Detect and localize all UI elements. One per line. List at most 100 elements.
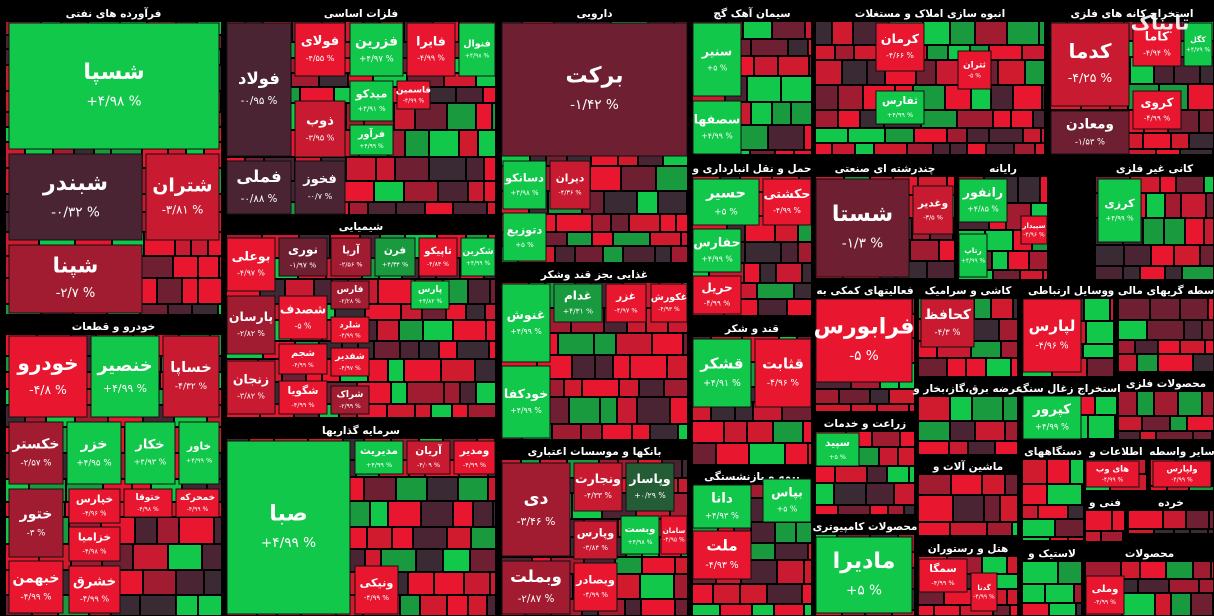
stock-change: -۰/۸۸ % (241, 194, 278, 205)
stock-name: مدیریت (360, 445, 398, 457)
filler-tile (1041, 177, 1047, 202)
filler-tile (375, 182, 403, 201)
stock-name: ثفارس (882, 95, 918, 107)
stock-tile (354, 440, 404, 475)
stock-tile (958, 178, 1008, 223)
filler-tile (1009, 252, 1028, 269)
stock-change: +۴/۹۹ % (261, 535, 316, 551)
filler-tile (593, 215, 610, 231)
filler-tile (174, 257, 197, 277)
filler-tile (985, 496, 999, 521)
filler-tile (833, 22, 852, 44)
sector-title: لاستیک و (1027, 548, 1076, 560)
filler-tile (631, 356, 666, 378)
filler-tile (786, 444, 807, 464)
filler-tile (913, 299, 914, 313)
filler-tile (1000, 320, 1017, 340)
filler-tile (797, 523, 811, 542)
sector-title: فنی و (1088, 497, 1121, 509)
filler-tile (1139, 580, 1168, 592)
filler-tile (595, 334, 615, 354)
sector-header (501, 443, 688, 459)
filler-tile (1111, 299, 1113, 320)
stock-name: ونیکی (360, 576, 394, 589)
filler-tile (405, 360, 440, 381)
stock-tile (692, 338, 752, 408)
filler-tile (1096, 397, 1116, 414)
sector-title: فلزات اساسی (324, 8, 398, 20)
filler-tile (559, 334, 593, 354)
filler-tile (1175, 530, 1189, 533)
filler-tile (1004, 397, 1017, 420)
filler-tile (1119, 432, 1139, 439)
stock-tile (501, 22, 688, 157)
filler-tile (1002, 342, 1017, 357)
filler-tile (951, 22, 974, 44)
filler-tile (676, 600, 687, 615)
stock-change: -۴/۹۹ % (583, 591, 608, 599)
filler-tile (428, 478, 457, 500)
filler-tile (1194, 355, 1213, 371)
filler-tile (776, 544, 807, 559)
filler-tile (169, 545, 201, 569)
stock-name: وغدیر (917, 198, 948, 210)
filler-tile (583, 380, 618, 396)
filler-tile (375, 342, 399, 358)
filler-tile (1125, 246, 1150, 265)
sector-header (815, 5, 1045, 21)
filler-tile (1008, 22, 1038, 44)
sector-header (815, 282, 915, 298)
stock-tile (549, 160, 591, 210)
filler-tile (661, 215, 675, 231)
filler-tile (972, 342, 1000, 357)
stock-name: کرزی (1104, 197, 1135, 210)
filler-tile (948, 129, 966, 142)
stock-name: کروی (1141, 95, 1174, 110)
filler-tile (442, 360, 474, 381)
sector-header (501, 5, 688, 21)
filler-tile (624, 247, 654, 262)
filler-tile (193, 305, 217, 314)
sector-title: زراعت و خدمات (824, 418, 906, 430)
filler-tile (397, 203, 424, 214)
filler-tile (682, 233, 687, 245)
filler-tile (776, 151, 793, 154)
filler-tile (219, 113, 221, 126)
stock-change: -۴/۹۹ % (1094, 599, 1116, 606)
filler-tile (1207, 194, 1213, 217)
stock-change: -۴/۳۶ % (558, 188, 581, 196)
sector-title: محصولات فلزی (1126, 378, 1206, 390)
filler-tile (835, 484, 865, 504)
stock-name: فایرا (416, 34, 446, 49)
stock-change: -۴/۶۶ % (886, 51, 914, 60)
filler-tile (816, 46, 834, 59)
filler-tile (788, 300, 811, 315)
stock-name: وپاسار (628, 471, 670, 486)
filler-tile (440, 342, 456, 358)
stock-change: -۴/۹۹ % (704, 298, 731, 307)
stock-change: +۴/۹۹ % (701, 131, 732, 140)
stock-name: ومدیر (459, 445, 490, 457)
stock-name: سنیر (701, 44, 732, 59)
filler-tile (1096, 246, 1123, 265)
stock-tile (692, 22, 742, 97)
stock-change: -۴/۹۹ % (291, 401, 314, 409)
filler-tile (994, 606, 1009, 615)
filler-tile (919, 496, 952, 521)
filler-tile (476, 360, 495, 381)
filler-tile (1141, 267, 1164, 279)
stock-tile (123, 488, 173, 518)
sector-header (226, 422, 496, 438)
filler-tile (803, 264, 811, 282)
filler-tile (1069, 538, 1083, 540)
filler-tile (553, 425, 580, 439)
sector-header (1022, 282, 1114, 298)
stock-change: -۴/۹۶ % (1023, 231, 1045, 238)
filler-tile (679, 425, 687, 439)
stock-tile (1085, 460, 1140, 488)
stock-change: -۴/۳ % (935, 328, 961, 338)
filler-tile (951, 422, 974, 440)
stock-change: -۴/۹۶ % (767, 379, 800, 389)
filler-tile (676, 558, 687, 573)
filler-tile (1210, 511, 1213, 528)
